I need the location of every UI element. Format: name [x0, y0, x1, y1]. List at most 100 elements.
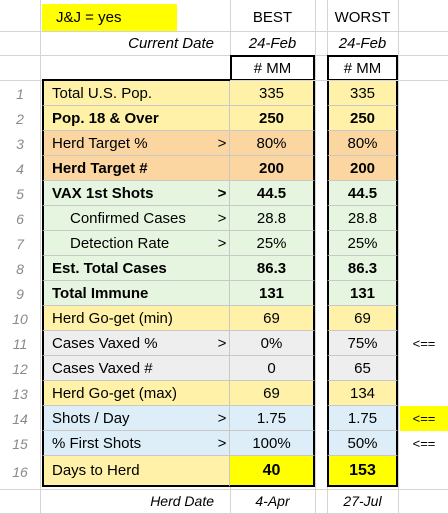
worst-units: # MM: [327, 55, 398, 80]
best-header: BEST: [252, 9, 293, 26]
best-value[interactable]: 44.5: [230, 181, 315, 206]
row-number: 16: [12, 463, 28, 480]
best-units: # MM: [230, 55, 315, 80]
best-herd-date[interactable]: 4-Apr: [255, 493, 290, 509]
worst-value[interactable]: 131: [327, 281, 398, 306]
table-row-label[interactable]: Days to Herd: [42, 456, 230, 487]
table-row-label[interactable]: Pop. 18 & Over: [42, 106, 230, 131]
row-label: Confirmed Cases: [70, 209, 186, 227]
best-value[interactable]: 0%: [230, 331, 315, 356]
best-value[interactable]: 200: [230, 156, 315, 181]
row-number: 15: [12, 435, 28, 452]
row-label: Total Immune: [52, 284, 149, 302]
input-pointer: <==: [412, 336, 436, 351]
table-row-label[interactable]: Est. Total Cases: [42, 256, 230, 281]
table-row-label[interactable]: VAX 1st Shots >: [42, 181, 230, 206]
input-arrow: >: [217, 409, 227, 427]
worst-value[interactable]: 44.5: [327, 181, 398, 206]
row-number: 11: [12, 335, 28, 352]
gridline: [315, 0, 316, 514]
row-label: Herd Target #: [52, 159, 148, 177]
row-label: VAX 1st Shots: [52, 184, 154, 202]
worst-current-date[interactable]: 24-Feb: [338, 34, 387, 52]
row-number: 2: [16, 110, 24, 127]
gridline: [0, 55, 448, 56]
row-number: 6: [16, 210, 24, 227]
gridline: [0, 31, 448, 32]
worst-value[interactable]: 25%: [327, 231, 398, 256]
worst-value[interactable]: 200: [327, 156, 398, 181]
gridline: [398, 0, 399, 514]
table-row-label[interactable]: Herd Target #: [42, 156, 230, 181]
worst-value[interactable]: 1.75: [327, 406, 398, 431]
worst-value[interactable]: 50%: [327, 431, 398, 456]
table-row-label[interactable]: % First Shots >: [42, 431, 230, 456]
table-border: [42, 79, 230, 81]
best-value[interactable]: 25%: [230, 231, 315, 256]
worst-value[interactable]: 153: [327, 456, 398, 487]
worst-value[interactable]: 65: [327, 356, 398, 381]
row-number: 5: [16, 185, 24, 202]
row-label: Cases Vaxed %: [52, 334, 158, 352]
row-number: 4: [16, 160, 24, 177]
worst-value[interactable]: 86.3: [327, 256, 398, 281]
table-row-label[interactable]: Total U.S. Pop.: [42, 81, 230, 106]
worst-value[interactable]: 28.8: [327, 206, 398, 231]
row-label: Days to Herd: [52, 462, 140, 479]
row-number: 14: [12, 410, 28, 427]
table-row-label[interactable]: Cases Vaxed % >: [42, 331, 230, 356]
best-value[interactable]: 40: [230, 456, 315, 487]
best-value[interactable]: 131: [230, 281, 315, 306]
current-date-label: Current Date: [128, 34, 214, 52]
row-number: 3: [16, 135, 24, 152]
table-row-label[interactable]: Herd Go-get (min): [42, 306, 230, 331]
input-pointer: <==: [412, 436, 436, 451]
row-label: Herd Target %: [52, 134, 148, 152]
jj-toggle-cell[interactable]: J&J = yes: [42, 4, 177, 31]
best-value[interactable]: 100%: [230, 431, 315, 456]
input-arrow: >: [217, 234, 227, 252]
table-row-label[interactable]: Detection Rate >: [42, 231, 230, 256]
row-number: 7: [16, 235, 24, 252]
worst-value[interactable]: 335: [327, 81, 398, 106]
best-value[interactable]: 69: [230, 306, 315, 331]
input-arrow: >: [217, 184, 227, 202]
best-value[interactable]: 80%: [230, 131, 315, 156]
worst-value[interactable]: 80%: [327, 131, 398, 156]
gridline: [0, 489, 448, 490]
row-label: Detection Rate: [70, 234, 170, 252]
best-current-date[interactable]: 24-Feb: [248, 34, 297, 52]
worst-value[interactable]: 134: [327, 381, 398, 406]
row-number: 12: [12, 360, 28, 377]
worst-herd-date[interactable]: 27-Jul: [343, 493, 382, 509]
best-value[interactable]: 250: [230, 106, 315, 131]
gridline: [40, 0, 41, 514]
worst-header: WORST: [334, 9, 391, 26]
worst-value[interactable]: 250: [327, 106, 398, 131]
row-label: Est. Total Cases: [52, 259, 167, 277]
best-value[interactable]: 1.75: [230, 406, 315, 431]
best-value[interactable]: 86.3: [230, 256, 315, 281]
table-row-label[interactable]: Cases Vaxed #: [42, 356, 230, 381]
row-label: Total U.S. Pop.: [52, 84, 153, 102]
best-value[interactable]: 28.8: [230, 206, 315, 231]
table-row-label[interactable]: Herd Target % >: [42, 131, 230, 156]
row-label: Pop. 18 & Over: [52, 109, 159, 127]
row-number: 13: [12, 385, 28, 402]
table-row-label[interactable]: Confirmed Cases >: [42, 206, 230, 231]
table-row-label[interactable]: Total Immune: [42, 281, 230, 306]
worst-value[interactable]: 69: [327, 306, 398, 331]
herd-date-label: Herd Date: [150, 493, 214, 509]
row-label: Shots / Day: [52, 409, 130, 427]
worst-value[interactable]: 75%: [327, 331, 398, 356]
row-label: Cases Vaxed #: [52, 359, 153, 377]
best-value[interactable]: 335: [230, 81, 315, 106]
row-label: Herd Go-get (max): [52, 384, 178, 402]
table-row-label[interactable]: Shots / Day >: [42, 406, 230, 431]
best-value[interactable]: 69: [230, 381, 315, 406]
input-arrow: >: [217, 434, 227, 452]
row-number: 10: [12, 310, 28, 327]
best-value[interactable]: 0: [230, 356, 315, 381]
table-row-label[interactable]: Herd Go-get (max): [42, 381, 230, 406]
